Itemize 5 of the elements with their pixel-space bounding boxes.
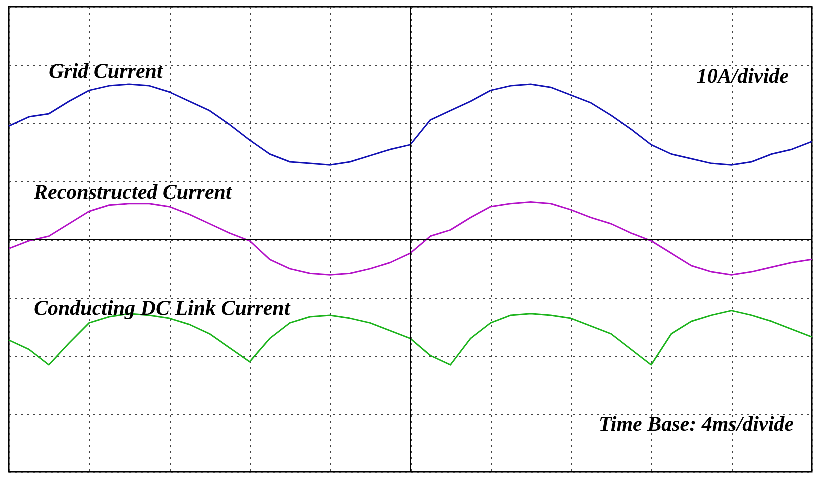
series-label: Conducting DC Link Current <box>34 296 292 320</box>
series-label: Grid Current <box>49 59 164 83</box>
annotation: 10A/divide <box>696 64 789 88</box>
series-label: Reconstructed Current <box>33 180 233 204</box>
text: Time Base: 4ms/divide <box>598 412 794 436</box>
